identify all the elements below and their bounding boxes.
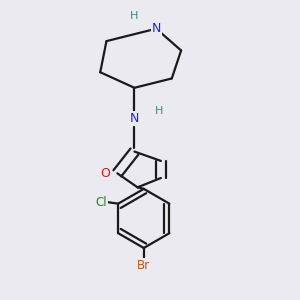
Text: Cl: Cl	[95, 196, 107, 208]
Text: H: H	[155, 106, 164, 116]
Text: N: N	[130, 112, 139, 125]
Text: H: H	[130, 11, 139, 21]
Text: N: N	[152, 22, 161, 35]
Text: Br: Br	[137, 259, 150, 272]
Text: O: O	[100, 167, 110, 180]
